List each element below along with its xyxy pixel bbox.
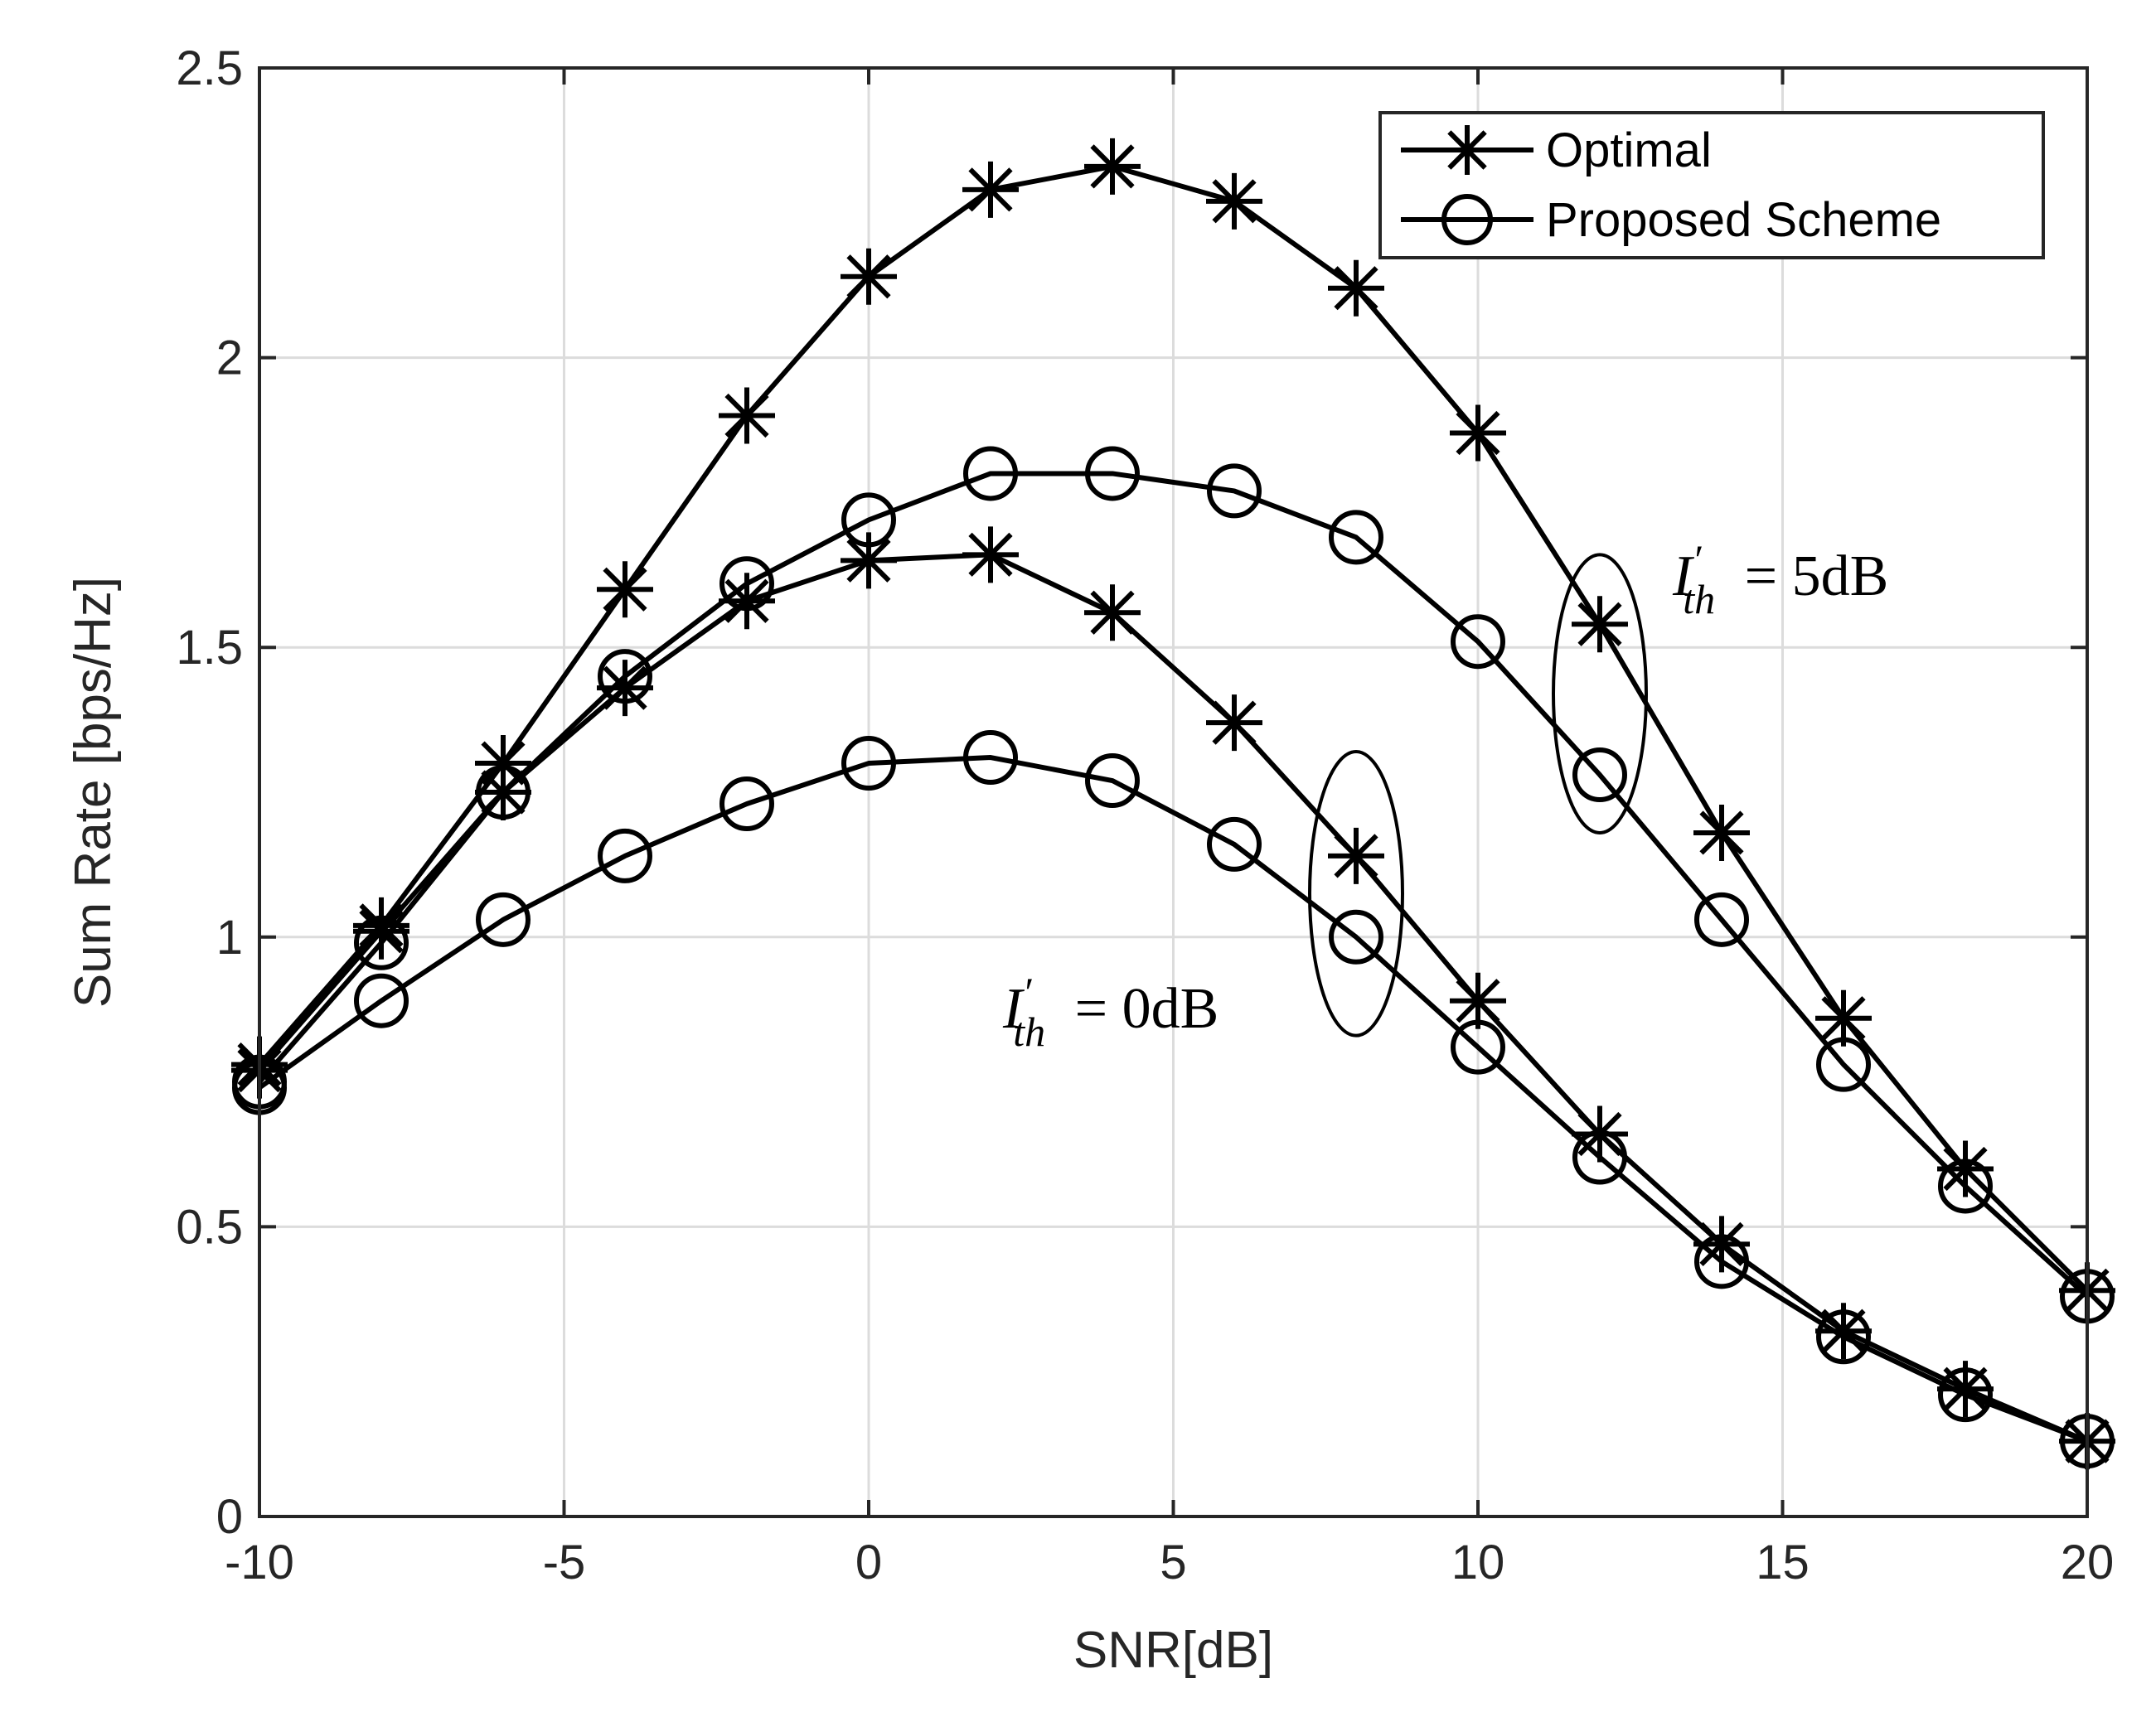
circle-marker [1207,463,1262,519]
y-tick-label: 2.5 [176,41,243,95]
data-series [231,138,2115,1470]
circle-marker [1329,909,1383,965]
star-marker [1450,972,1506,1029]
star-marker [475,764,531,820]
circle-marker [598,828,652,883]
circle-marker [1572,747,1627,803]
star-marker [1206,694,1262,752]
x-tick-label: 20 [2061,1536,2115,1589]
circle-marker [1816,1037,1871,1092]
legend: Optimal Proposed Scheme [1378,111,2045,259]
circle-marker [476,892,531,947]
y-axis-title: Sum Rate [bps/Hz] [65,577,122,1008]
star-marker [1815,989,1872,1047]
x-tick-label: 0 [855,1536,882,1589]
star-marker [1693,1216,1750,1273]
axis-ticks: -10 -5 0 5 10 15 20 0 0.5 1 1.5 2 2.5 [176,41,2114,1589]
x-tick-label: -10 [225,1536,294,1589]
y-tick-label: 1.5 [176,621,243,675]
annotation-ellipse-0db [1308,750,1404,1038]
star-marker [1206,172,1262,230]
circle-marker [1572,1129,1627,1185]
star-marker [1572,596,1628,653]
y-tick-label: 0 [216,1490,243,1544]
y-tick-label: 1 [216,911,243,965]
star-marker [1937,1361,1994,1418]
star-marker [719,387,775,444]
series-line [258,755,2089,1444]
series-line [257,552,2089,1444]
circle-marker [963,446,1018,501]
circle-marker [963,730,1018,786]
x-axis-title: SNR[dB] [1073,1622,1273,1679]
legend-label: Optimal [1546,123,1712,177]
star-marker [841,532,897,589]
circle-marker [1938,1158,1993,1214]
star-marker [353,902,409,960]
star-marker [1084,584,1141,641]
legend-circle-marker [1441,194,1493,245]
series-line [257,163,2090,1293]
star-marker [1328,259,1384,317]
star-marker [1937,1140,1994,1197]
circle-marker [1451,1019,1505,1075]
star-marker [597,561,653,618]
star-marker [1693,804,1750,861]
annotation-ellipse-5db [1552,553,1648,834]
star-marker [719,573,775,630]
star-marker [1815,1303,1872,1360]
star-marker [475,735,531,792]
y-tick-label: 2 [216,331,243,385]
x-tick-label: 15 [1756,1536,1810,1589]
star-marker [841,248,897,305]
annotations: I′ th = 5dB I′ th = 0dB [1002,536,1888,1055]
star-marker [1084,138,1141,195]
star-marker [1450,404,1506,462]
x-tick-label: -5 [543,1536,586,1589]
circle-marker [1694,1234,1749,1289]
star-marker [1328,827,1384,884]
circle-marker [1207,816,1262,872]
circle-marker [841,736,896,791]
circle-marker [1329,510,1383,565]
circle-marker [719,776,774,831]
annotation-label-0db: I′ th = 0dB [1002,969,1219,1055]
series-4 [232,730,2115,1469]
series-line [257,471,2090,1299]
legend-box [1378,111,2045,259]
circle-marker [1816,1309,1871,1365]
star-marker [597,660,653,717]
legend-star-marker [1442,125,1492,175]
star-marker [962,161,1019,218]
y-tick-label: 0.5 [176,1200,243,1254]
circle-marker [1938,1367,1993,1423]
circle-marker [354,973,409,1028]
circle-marker [1694,892,1749,947]
x-tick-label: 5 [1160,1536,1186,1589]
circle-marker [1085,446,1140,501]
legend-label: Proposed Scheme [1546,193,1941,247]
star-marker [962,526,1019,583]
circle-marker [1451,614,1505,670]
annotation-label-5db: I′ th = 5dB [1672,536,1888,622]
circle-marker [1085,753,1140,809]
x-tick-label: 10 [1451,1536,1505,1589]
grid-lines [259,68,2087,1516]
